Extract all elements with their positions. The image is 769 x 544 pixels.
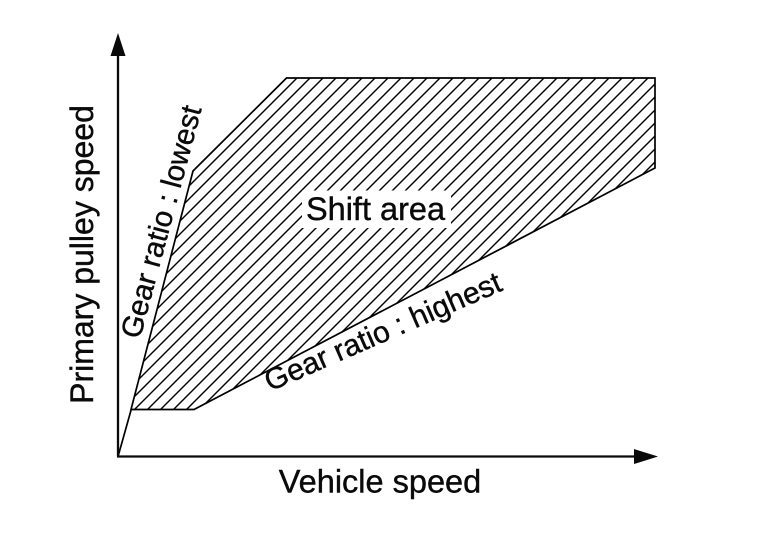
svg-text:Primary pulley speed: Primary pulley speed [64, 105, 100, 404]
svg-text:Shift area: Shift area [306, 191, 446, 227]
svg-text:Gear ratio : lowest: Gear ratio : lowest [115, 102, 209, 342]
svg-text:Vehicle speed: Vehicle speed [279, 464, 481, 500]
